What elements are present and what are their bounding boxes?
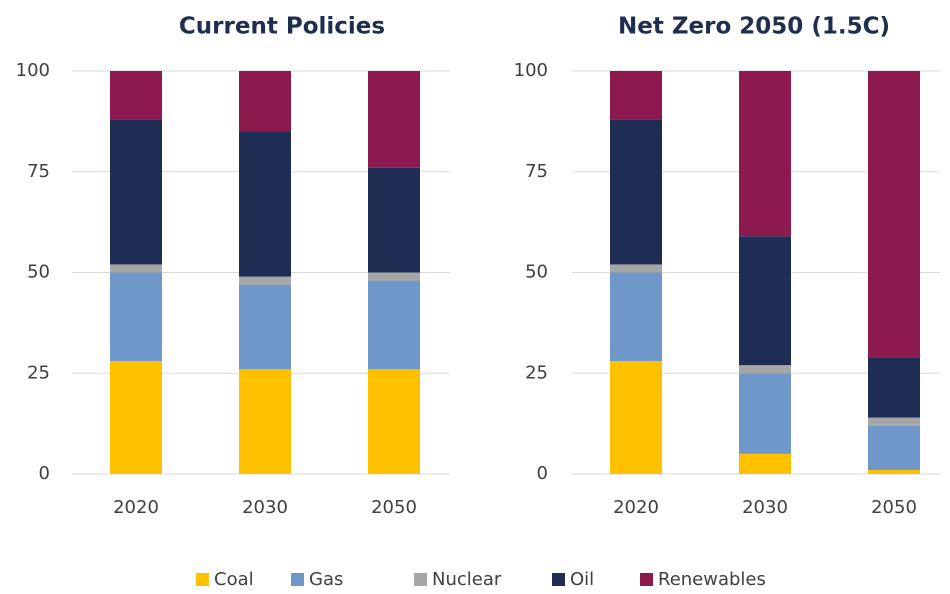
bar-segment bbox=[239, 284, 291, 370]
y-tick-label: 100 bbox=[514, 60, 548, 81]
legend-swatch bbox=[640, 573, 653, 586]
bar-segment bbox=[610, 361, 662, 474]
y-tick-label: 75 bbox=[27, 161, 50, 182]
bar-segment bbox=[610, 272, 662, 362]
y-tick-label: 50 bbox=[525, 262, 548, 283]
bar-segment bbox=[110, 264, 162, 273]
x-tick-label: 2020 bbox=[613, 497, 659, 518]
bar-segment bbox=[739, 365, 791, 374]
chart-title: Net Zero 2050 (1.5C) bbox=[618, 14, 890, 40]
x-tick-label: 2050 bbox=[371, 497, 417, 518]
legend-label: Nuclear bbox=[432, 569, 502, 590]
bar-segment bbox=[868, 425, 920, 470]
bar-segment bbox=[239, 71, 291, 132]
bar-segment bbox=[239, 131, 291, 277]
x-tick-label: 2030 bbox=[242, 497, 288, 518]
bar-segment bbox=[739, 236, 791, 366]
legend-swatch bbox=[414, 573, 427, 586]
legend-swatch bbox=[196, 573, 209, 586]
legend-label: Renewables bbox=[658, 569, 766, 590]
legend-label: Gas bbox=[309, 569, 343, 590]
bar-segment bbox=[368, 272, 420, 281]
x-tick-label: 2050 bbox=[871, 497, 917, 518]
bar-segment bbox=[610, 264, 662, 273]
y-tick-label: 0 bbox=[39, 463, 50, 484]
bar-segment bbox=[868, 357, 920, 418]
bar-segment bbox=[610, 71, 662, 120]
bar-segment bbox=[368, 71, 420, 168]
bar-segment bbox=[739, 453, 791, 474]
legend-label: Oil bbox=[570, 569, 594, 590]
bar-segment bbox=[868, 71, 920, 358]
bar-segment bbox=[739, 71, 791, 237]
bar-segment bbox=[368, 369, 420, 474]
bar-segment bbox=[868, 417, 920, 426]
bar-segment bbox=[110, 119, 162, 265]
bar-segment bbox=[739, 373, 791, 454]
bar-segment bbox=[368, 280, 420, 370]
bar-segment bbox=[368, 167, 420, 273]
bar-segment bbox=[868, 469, 920, 474]
bar-segment bbox=[239, 369, 291, 474]
bar-segment bbox=[110, 272, 162, 362]
y-tick-label: 25 bbox=[27, 362, 50, 383]
bar-segment bbox=[110, 361, 162, 474]
y-tick-label: 25 bbox=[525, 362, 548, 383]
chart-title: Current Policies bbox=[179, 14, 385, 40]
y-tick-label: 50 bbox=[27, 262, 50, 283]
y-tick-label: 100 bbox=[16, 60, 50, 81]
x-tick-label: 2020 bbox=[113, 497, 159, 518]
bar-segment bbox=[610, 119, 662, 265]
bar-segment bbox=[110, 71, 162, 120]
x-tick-label: 2030 bbox=[742, 497, 788, 518]
legend-swatch bbox=[291, 573, 304, 586]
y-tick-label: 0 bbox=[537, 463, 548, 484]
bar-segment bbox=[239, 276, 291, 285]
y-tick-label: 75 bbox=[525, 161, 548, 182]
legend-swatch bbox=[552, 573, 565, 586]
legend-label: Coal bbox=[214, 569, 254, 590]
